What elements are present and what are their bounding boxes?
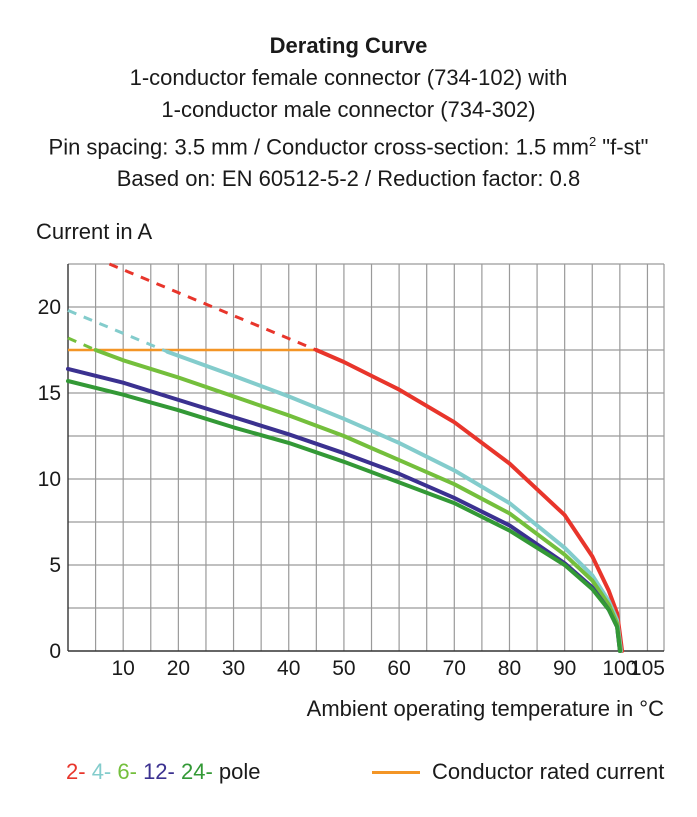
legend-pole-6: 6-	[117, 759, 137, 784]
superscript-2: 2	[588, 134, 597, 149]
subtitle-line-3-suffix: "f-st"	[596, 134, 649, 160]
x-tick-label: 40	[277, 657, 300, 680]
x-tick-label: 30	[222, 657, 245, 680]
x-tick-label: 105	[630, 657, 665, 680]
legend-poles: 2- 4- 6- 12- 24- pole	[66, 759, 261, 785]
x-tick-label: 50	[332, 657, 355, 680]
series-6-pole-line	[93, 348, 623, 653]
legend-pole-2: 2-	[66, 759, 86, 784]
x-tick-label: 20	[167, 657, 190, 680]
series-2-pole-dashed	[108, 262, 317, 352]
legend-rated-label: Conductor rated current	[432, 759, 665, 784]
x-tick-label: 10	[112, 657, 135, 680]
subtitle-line-1: 1-conductor female connector (734-102) w…	[129, 65, 568, 90]
x-tick-label: 90	[553, 657, 576, 680]
x-tick-label: 70	[443, 657, 466, 680]
legend-pole-suffix: pole	[212, 759, 261, 784]
subtitle-line-2: 1-conductor male connector (734-302)	[161, 97, 536, 122]
x-axis-label: Ambient operating temperature in °C	[306, 696, 664, 721]
legend-pole-12: 12-	[143, 759, 175, 784]
chart-header: Derating Curve 1-conductor female connec…	[0, 30, 697, 195]
chart-title: Derating Curve	[269, 33, 428, 58]
legend-pole-24: 24-	[180, 759, 213, 784]
y-tick-label: 10	[38, 468, 61, 491]
series-4-pole-dashed	[67, 309, 168, 354]
y-tick-label: 0	[49, 640, 61, 663]
legend-pole-4: 4-	[91, 759, 112, 784]
y-tick-label: 15	[38, 382, 61, 405]
subtitle-line-4: Based on: EN 60512-5-2 / Reduction facto…	[116, 166, 581, 192]
series-6-pole-dashed	[67, 336, 97, 352]
legend-rated-swatch	[372, 770, 420, 774]
x-tick-label: 60	[387, 657, 410, 680]
subtitle-line-3-text: Pin spacing: 3.5 mm / Conductor cross-se…	[48, 134, 589, 160]
series-2-pole-line	[314, 348, 625, 653]
x-tick-label: 100	[602, 657, 637, 680]
y-tick-label: 20	[38, 296, 61, 319]
subtitle-line-3: Pin spacing: 3.5 mm / Conductor cross-se…	[0, 126, 697, 163]
y-tick-label: 5	[49, 554, 61, 577]
legend-rated-current: Conductor rated current	[372, 759, 664, 785]
y-axis-label: Current in A	[36, 219, 153, 244]
x-tick-label: 80	[498, 657, 521, 680]
series-24-pole-line	[66, 379, 622, 653]
